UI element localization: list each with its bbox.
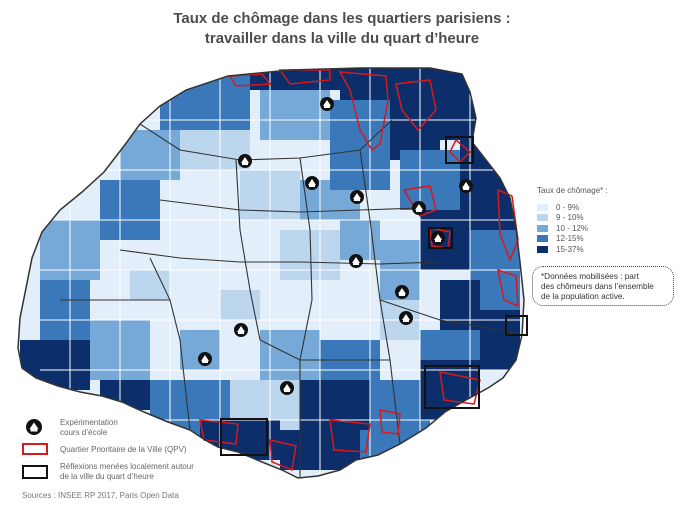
reflexion-swatch <box>22 465 48 479</box>
legend-school-text: Expérimentation cours d’école <box>60 418 118 438</box>
school-icon <box>238 154 252 168</box>
source-text: Sources : INSEE RP 2017, Paris Open Data <box>22 491 179 500</box>
legend-school-line-1: Expérimentation <box>60 418 118 427</box>
map-title: Taux de chômage dans les quartiers paris… <box>0 9 684 49</box>
school-icon <box>305 176 319 190</box>
school-icon <box>234 323 248 337</box>
legend-reflexion-text: Réflexions menées localement autour de l… <box>60 462 194 482</box>
legend-item: 10 - 12% <box>537 223 608 234</box>
school-icon <box>395 285 409 299</box>
school-icon <box>280 381 294 395</box>
legend-item: 15-37% <box>537 244 608 255</box>
school-icon <box>26 419 42 435</box>
legend-item: 0 - 9% <box>537 202 608 213</box>
unemployment-legend: Taux de chômage* : 0 - 9% 9 - 10% 10 - 1… <box>537 186 608 255</box>
legend-reflexion-line-1: Réflexions menées localement autour <box>60 462 194 471</box>
qpv-swatch <box>22 443 48 455</box>
legend-qpv-label: Quartier Prioritaire de la Ville (QPV) <box>60 445 187 454</box>
arrondissement-borders <box>60 119 523 478</box>
school-markers <box>198 97 473 395</box>
school-icon <box>459 179 473 193</box>
legend-swatch <box>537 245 548 253</box>
school-icon <box>349 254 363 268</box>
legend-label: 10 - 12% <box>556 223 589 233</box>
legend-swatch <box>537 235 548 243</box>
legend-swatch <box>537 203 548 211</box>
legend-label: 15-37% <box>556 244 584 254</box>
reflexion-frame <box>428 227 453 249</box>
data-note: *Données mobilisées : part des chômeurs … <box>532 266 674 306</box>
school-icon <box>198 352 212 366</box>
reflexion-frame <box>445 136 474 164</box>
legend-school-line-2: cours d’école <box>60 428 108 437</box>
legend-item: 9 - 10% <box>537 213 608 224</box>
note-line-2: des chômeurs dans l’ensemble <box>541 282 654 291</box>
title-line-2: travailler dans la ville du quart d’heur… <box>204 30 480 47</box>
reflexion-frame <box>505 315 528 336</box>
school-icon <box>431 231 445 245</box>
legend-swatch <box>537 224 548 232</box>
legend-item: 12-15% <box>537 234 608 245</box>
school-icon <box>412 201 426 215</box>
legend-title: Taux de chômage* : <box>537 186 608 195</box>
reflexion-frames <box>220 136 528 456</box>
school-icon <box>320 97 334 111</box>
legend-label: 9 - 10% <box>556 213 584 223</box>
title-line-1: Taux de chômage dans les quartiers paris… <box>173 10 511 27</box>
school-icon <box>399 311 413 325</box>
note-line-3: de la population active. <box>541 292 625 301</box>
school-icon <box>350 190 364 204</box>
reflexion-frame <box>424 365 480 409</box>
note-line-1: *Données mobilisées : part <box>541 272 639 281</box>
grid-lines <box>40 68 520 478</box>
legend-label: 12-15% <box>556 234 584 244</box>
legend-label: 0 - 9% <box>556 202 580 212</box>
legend-swatch <box>537 214 548 222</box>
reflexion-frame <box>220 418 268 456</box>
legend-reflexion-line-2: de la ville du quart d’heure <box>60 472 154 481</box>
